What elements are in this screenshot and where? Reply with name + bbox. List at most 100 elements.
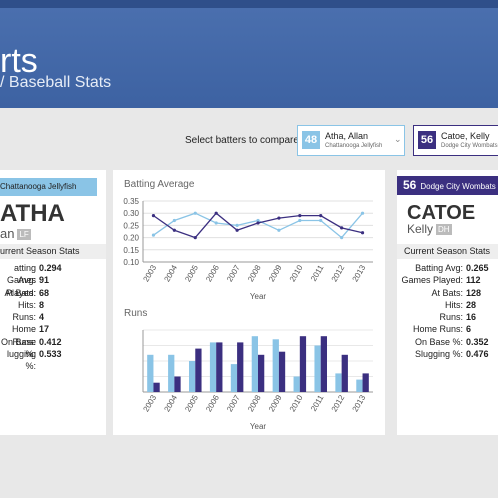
bar [251,336,258,392]
x-tick-label: 2005 [183,263,200,283]
app-title: rts [0,42,38,80]
bar [258,354,265,392]
stat-value: 112 [466,275,481,286]
stat-row: atting Avg: 0.294 [0,262,62,286]
stat-value: 28 [466,299,477,310]
x-tick-label: 2007 [225,263,242,283]
bar [230,364,238,392]
bar [209,342,217,392]
stat-row: Games Played: 112 [397,274,489,286]
data-point [172,218,176,223]
stat-label: On Base %: [414,336,463,347]
chevron: ⌄ [394,134,402,144]
stat-value: 0.533 [39,349,62,360]
chart-title: Runs [124,308,147,319]
bar [320,336,327,392]
stat-label: Slugging %: [414,349,463,360]
header: rts / Baseball Stats [0,0,498,108]
x-tick-label: 2011 [309,393,326,413]
stat-value: 6 [466,324,472,335]
player-name: Atha, Allan [325,131,369,141]
first-name-text: an [0,226,15,241]
x-tick-label: 2005 [183,393,200,413]
data-point [360,211,365,215]
team-banner: 56 Dodge City Wombats [397,176,498,195]
chart-title: Batting Average [124,179,195,190]
player-number: 56 [418,131,436,149]
stat-value: 0.265 [466,263,489,273]
data-point [172,228,176,232]
data-point [340,236,344,240]
x-tick-label: 2003 [141,263,158,283]
section-header: urrent Season Stats [0,244,106,259]
data-point [298,218,302,223]
breadcrumb: / Baseball Stats [0,74,112,91]
data-point [214,211,218,215]
stat-row: lugging %: 0.533 [0,348,62,371]
data-point [277,216,281,220]
first-name: an LF [0,226,31,241]
stat-value: 0.476 [466,349,489,360]
y-tick-label: 0.30 [123,209,139,218]
stat-label: Games Played: [5,275,36,298]
selector-label: Select batters to compare: [185,135,302,146]
x-axis-label: Year [250,422,267,431]
stat-value: 4 [39,312,45,323]
x-tick-label: 2013 [351,263,368,283]
x-tick-label: 2010 [288,263,305,283]
player-team: Dodge City Wombats [441,143,498,149]
stats-list: Batting Avg: 0.265 Games Played: 112 At Bats… [397,262,489,360]
player-card: 56 Dodge City Wombats CATOE Kelly DH Curre… [397,170,498,435]
stat-row: Hits: 28 [397,299,489,311]
bar [189,361,196,392]
stat-label: atting Avg: [13,263,36,286]
data-point [193,211,197,215]
stat-label: At Bats: [4,287,36,298]
stat-row: Hits: 8 [0,299,62,311]
stat-row: Home Runs: 17 [0,323,62,347]
position-badge: DH [436,224,452,236]
x-tick-label: 2007 [225,393,242,413]
data-point [151,233,156,237]
batter-dropdown[interactable]: 56 Catoe, Kelly Dodge City Wombats [413,125,498,156]
bar [341,354,348,392]
charts: Batting Average 0.10 0.15 0.20 0.25 0.30 0.35 2… [123,179,373,431]
bar [278,351,286,392]
stat-row: Games Played: 91 [0,274,62,298]
team-name: Dodge City Wombats [420,182,496,191]
x-tick-label: 2008 [246,393,263,413]
stat-value: 91 [39,275,50,286]
stat-label: Batting Avg: [415,263,463,273]
stat-row: At Bats: 128 [397,287,489,299]
stat-row: Home Runs: 6 [397,323,489,335]
stat-row: Batting Avg: 0.265 [397,262,489,274]
x-tick-label: 2003 [141,393,158,413]
bar [299,336,307,392]
bar [362,373,369,392]
x-tick-label: 2004 [162,393,179,413]
data-point [340,226,344,230]
data-point [235,223,239,227]
x-tick-label: 2010 [288,393,305,413]
bar [272,339,279,392]
batter-dropdown[interactable]: 48 Atha, Allan Chattanooga Jellyfish ⌄ [297,125,405,156]
stat-label: Home Runs: [11,324,36,347]
x-tick-label: 2011 [309,263,326,283]
y-tick-label: 0.35 [123,197,139,206]
player-team: Chattanooga Jellyfish [325,143,383,149]
data-point [193,236,197,240]
stat-label: Home Runs: [412,324,463,335]
data-point [360,231,365,235]
player-name: Catoe, Kelly [441,131,490,141]
data-point [277,228,281,232]
y-tick-label: 0.20 [123,234,139,243]
player-number: 48 [302,131,320,149]
x-tick-label: 2009 [267,393,284,413]
data-point [256,218,260,223]
stat-value: 0.352 [466,336,489,347]
section-header: Current Season Stats [397,244,498,259]
x-tick-label: 2013 [351,393,368,413]
x-tick-label: 2004 [162,263,179,283]
player-number: 56 [403,178,417,192]
stats-list: atting Avg: 0.294 Games Played: 91 At Bats: 6… [0,262,62,371]
